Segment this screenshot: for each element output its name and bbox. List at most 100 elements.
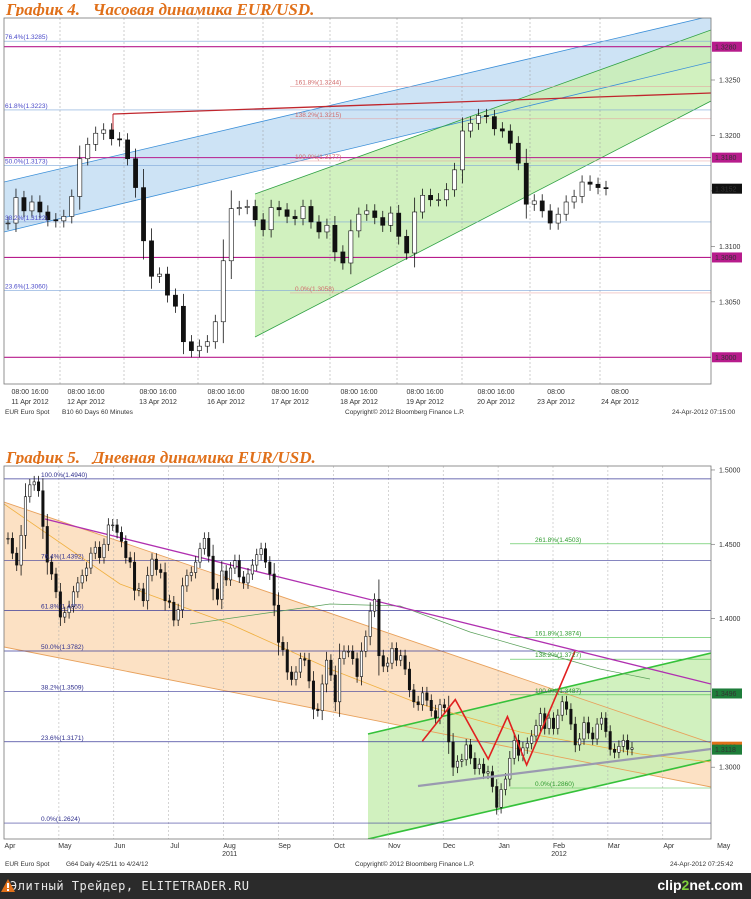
c2-candle-107 [473, 752, 477, 775]
c1-candle-45 [364, 204, 370, 221]
c1-candle-21 [173, 288, 178, 313]
c2-candle-49 [220, 561, 224, 610]
c1-candle-50 [404, 229, 410, 260]
c2-candle-7 [37, 475, 41, 497]
c2-candle-116 [512, 734, 516, 765]
c2-candle-80 [355, 652, 359, 683]
c2-candle-104 [460, 753, 464, 768]
c1-candle-47 [380, 210, 386, 232]
chart-4-fib-label-0: 76.4%(1.3285) [5, 34, 48, 41]
chart-5-xtick-5: Sep [278, 843, 291, 850]
chart-5-fib-label-6: 0.0%(1.2624) [41, 816, 80, 823]
c2-candle-40 [181, 577, 185, 618]
c1-candle-28 [228, 190, 234, 280]
chart-5-xtick-11: Mar [608, 843, 621, 850]
c2-candle-51 [229, 562, 233, 586]
chart-4-price-tag-1: 1.3180 [712, 152, 742, 163]
chart-4-xtick-time-8: 08:00 [547, 389, 565, 396]
c2-candle-14 [67, 600, 71, 619]
c1-candle-31 [252, 199, 258, 227]
c2-candle-78 [346, 645, 350, 658]
c1-candle-17 [141, 168, 146, 260]
c1-candle-7 [61, 209, 67, 228]
c1-candle-15 [125, 133, 130, 166]
c2-candle-56 [250, 559, 254, 580]
chart-5-fib-label-4: 38.2%(1.3509) [41, 685, 84, 692]
chart-5-fib-label-1: 76.4%(1.4392) [41, 553, 84, 560]
c2-candle-55 [246, 568, 250, 589]
chart-5-xtick-10: Feb [553, 843, 565, 850]
c1-candle-44 [356, 207, 362, 238]
c2-candle-93 [412, 683, 416, 708]
c1-candle-19 [157, 267, 162, 283]
c1-candle-53 [428, 188, 433, 207]
c2-candle-62 [277, 592, 281, 656]
c1-candle-14 [117, 132, 123, 147]
chart-5-xtick-2: Jun [114, 843, 125, 850]
footer-bar: Элитный Трейдер, ELITETRADER.RU clip2net… [0, 873, 751, 899]
chart-4-ytick-1: 1.3200 [719, 133, 741, 140]
c1-candle-52 [420, 188, 426, 219]
c1-candle-38 [308, 199, 314, 229]
chart-5-fib-label-2: 61.8%(1.4055) [41, 603, 84, 610]
chart-5-support-line [417, 747, 711, 788]
chart-5-ytick-1: 1.4500 [719, 542, 741, 549]
c2-candle-38 [172, 595, 176, 627]
c2-candle-81 [359, 642, 363, 686]
c2-candle-82 [364, 630, 368, 658]
c1-candle-43 [348, 219, 354, 275]
chart-4-price-tag-2: 1.3152 [712, 183, 742, 194]
c1-candle-70 [563, 195, 569, 221]
clip2net-logo[interactable]: clip2net.com [657, 877, 743, 893]
chart-5-settings: G64 Daily 4/25/11 to 4/24/12 [66, 861, 149, 868]
c2-candle-128 [565, 695, 569, 716]
c2-candle-26 [119, 526, 123, 548]
c1-candle-22 [181, 293, 186, 355]
c2-candle-112 [495, 779, 499, 815]
chart-4-xtick-date-3: 16 Apr 2012 [207, 399, 245, 406]
chart-4-fibext-label-3: 0.0%(1.3058) [295, 286, 334, 293]
c2-candle-106 [469, 738, 473, 765]
c2-candle-19 [89, 547, 93, 574]
chart-5-price-tag-0: 1.3496 [712, 688, 742, 699]
chart-4-fib-label-2: 50.0%(1.3173) [5, 158, 48, 165]
c2-candle-70 [311, 671, 315, 720]
c1-candle-34 [276, 200, 282, 217]
c1-candle-71 [571, 189, 577, 209]
chart-5-xtick-4: Aug [223, 843, 236, 850]
c2-candle-98 [434, 704, 438, 725]
c1-candle-49 [396, 204, 402, 245]
footer-source-text: Элитный Трейдер, ELITETRADER.RU [10, 879, 250, 893]
c1-candle-8 [69, 189, 75, 224]
c2-candle-75 [333, 665, 337, 712]
c1-candle-62 [499, 122, 505, 138]
c2-candle-122 [538, 707, 542, 732]
chart-5-copyright: Copyright© 2012 Bloomberg Finance L.P. [355, 860, 475, 868]
c2-candle-33 [150, 553, 154, 582]
c1-candle-35 [284, 203, 290, 224]
c2-candle-67 [298, 652, 302, 679]
chart-4-blue-channel [4, 18, 711, 232]
c2-candle-43 [194, 556, 198, 579]
c1-candle-13 [109, 123, 115, 146]
c2-candle-41 [185, 569, 189, 592]
c2-candle-50 [224, 565, 228, 586]
hourly-eurusd-chart: 76.4%(1.3285) 61.8%(1.3223) 50.0%(1.3173) 3… [0, 16, 751, 420]
c1-candle-9 [77, 145, 83, 210]
c1-candle-26 [212, 314, 218, 349]
chart-4-instrument: EUR Euro Spot [5, 409, 50, 416]
c1-candle-67 [539, 194, 545, 218]
c2-candle-59 [263, 542, 267, 569]
c2-candle-113 [499, 783, 503, 814]
c1-candle-1 [13, 188, 19, 233]
chart-5-moving-average-mid [189, 603, 651, 680]
c1-candle-59 [476, 108, 481, 130]
c2-candle-1 [10, 532, 14, 560]
c2-candle-90 [399, 649, 403, 667]
c2-candle-142 [626, 734, 630, 756]
c1-candle-73 [587, 175, 593, 191]
chart-4-price-tag-4: 1.3000 [712, 352, 742, 363]
c1-candle-74 [595, 177, 601, 195]
c2-candle-18 [85, 562, 89, 582]
c2-candle-46 [207, 532, 211, 563]
